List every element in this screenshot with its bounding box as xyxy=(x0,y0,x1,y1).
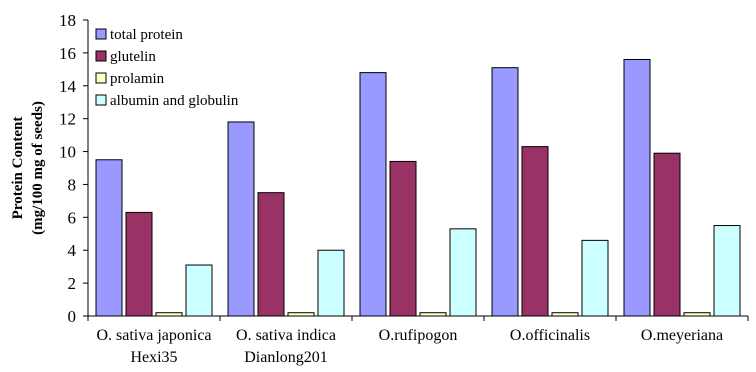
legend-swatch xyxy=(95,94,107,106)
x-category-label: O.rufipogon xyxy=(379,327,458,344)
bar-albumin-and-globulin xyxy=(581,239,609,317)
legend-label: prolamin xyxy=(110,71,165,87)
y-tick-label: 14 xyxy=(59,77,77,96)
bar-glutelin xyxy=(521,146,549,317)
bar-glutelin xyxy=(125,211,153,317)
x-category-label: O. sativa indica xyxy=(236,327,336,344)
bar-prolamin xyxy=(287,312,315,317)
bar-albumin-and-globulin xyxy=(449,228,477,317)
y-tick-label: 12 xyxy=(59,110,76,129)
bar-total-protein xyxy=(227,121,255,317)
x-category-label: O. sativa japonica xyxy=(96,327,211,344)
legend-label: albumin and globulin xyxy=(110,93,239,109)
legend-swatch xyxy=(95,72,107,84)
bar-albumin-and-globulin xyxy=(317,249,345,317)
y-tick-label: 16 xyxy=(59,44,76,63)
legend-label: total protein xyxy=(110,27,183,43)
legend-label: glutelin xyxy=(110,49,156,65)
y-tick-label: 4 xyxy=(68,241,77,260)
bar-glutelin xyxy=(653,152,681,317)
y-axis-title-line: Protein Content xyxy=(10,117,26,220)
y-tick-label: 6 xyxy=(68,208,77,227)
x-category-label: Hexi35 xyxy=(130,349,177,366)
y-axis-title-line: (mg/100 mg of seeds) xyxy=(30,101,46,235)
bar-total-protein xyxy=(491,67,519,317)
x-category-label: Dianlong201 xyxy=(244,349,328,366)
y-tick-label: 2 xyxy=(68,274,77,293)
y-tick-label: 18 xyxy=(59,11,76,30)
x-axis-category-labels: O. sativa japonica Hexi35 O. sativa indica… xyxy=(96,327,723,366)
legend: total protein glutelin prolamin albumin and… xyxy=(95,27,239,109)
bar-prolamin xyxy=(155,312,183,317)
legend-swatch xyxy=(95,50,107,62)
bar-glutelin xyxy=(389,160,417,317)
bar-total-protein xyxy=(95,159,123,317)
legend-swatch xyxy=(95,28,107,40)
bars xyxy=(95,58,741,317)
bar-prolamin xyxy=(419,312,447,317)
bar-albumin-and-globulin xyxy=(185,264,213,317)
bar-prolamin xyxy=(683,312,711,317)
bar-albumin-and-globulin xyxy=(713,225,741,317)
x-category-label: O.officinalis xyxy=(510,327,590,344)
x-category-label: O.meyeriana xyxy=(641,327,723,344)
bar-total-protein xyxy=(623,58,651,317)
bar-total-protein xyxy=(359,72,387,317)
y-axis-title: Protein Content (mg/100 mg of seeds) xyxy=(10,101,46,235)
y-tick-label: 0 xyxy=(68,307,77,326)
bar-prolamin xyxy=(551,312,579,317)
y-tick-label: 8 xyxy=(68,175,77,194)
y-tick-label: 10 xyxy=(59,143,76,162)
bar-glutelin xyxy=(257,192,285,317)
